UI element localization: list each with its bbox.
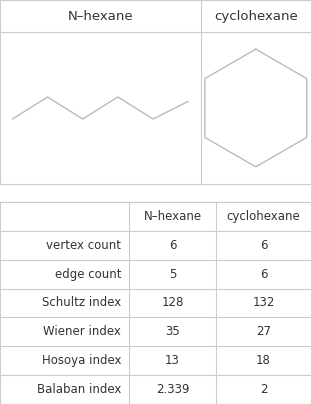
Text: cyclohexane: cyclohexane bbox=[227, 210, 300, 223]
Text: Hosoya index: Hosoya index bbox=[42, 354, 121, 367]
Text: Schultz index: Schultz index bbox=[42, 297, 121, 309]
Text: 6: 6 bbox=[169, 239, 176, 252]
Text: N–hexane: N–hexane bbox=[144, 210, 202, 223]
Text: cyclohexane: cyclohexane bbox=[214, 10, 298, 23]
Text: 13: 13 bbox=[165, 354, 180, 367]
Text: Wiener index: Wiener index bbox=[44, 325, 121, 339]
Text: Balaban index: Balaban index bbox=[37, 383, 121, 396]
Text: N–hexane: N–hexane bbox=[67, 10, 133, 23]
Text: vertex count: vertex count bbox=[46, 239, 121, 252]
Text: 18: 18 bbox=[256, 354, 271, 367]
Text: 6: 6 bbox=[260, 267, 267, 281]
Text: 2: 2 bbox=[260, 383, 267, 396]
Text: 128: 128 bbox=[161, 297, 184, 309]
Text: 2.339: 2.339 bbox=[156, 383, 189, 396]
Text: 132: 132 bbox=[253, 297, 275, 309]
Text: 27: 27 bbox=[256, 325, 271, 339]
Text: 35: 35 bbox=[165, 325, 180, 339]
Text: 6: 6 bbox=[260, 239, 267, 252]
Text: edge count: edge count bbox=[55, 267, 121, 281]
Text: 5: 5 bbox=[169, 267, 176, 281]
